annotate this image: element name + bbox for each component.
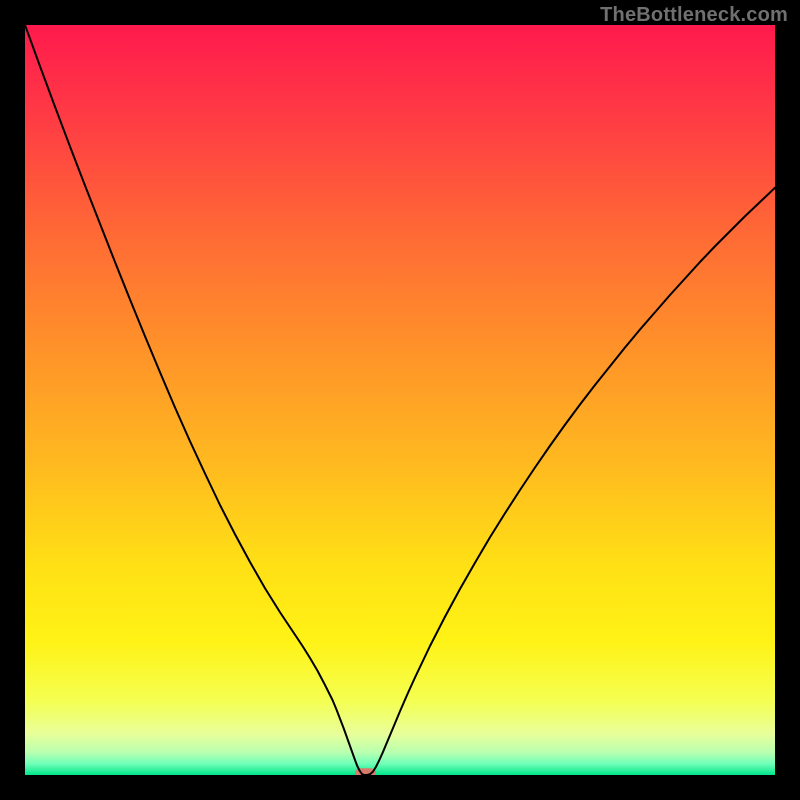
chart-svg (25, 25, 775, 775)
gradient-background (25, 25, 775, 775)
chart-container: TheBottleneck.com (0, 0, 800, 800)
watermark-text: TheBottleneck.com (600, 4, 788, 27)
